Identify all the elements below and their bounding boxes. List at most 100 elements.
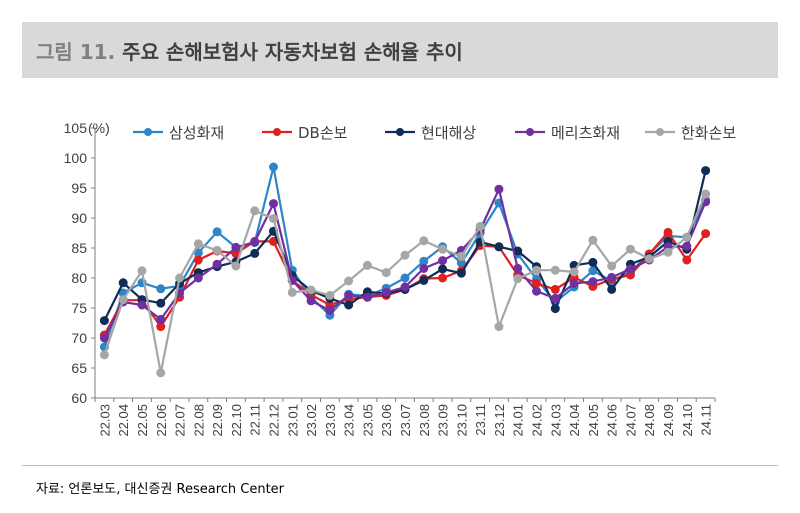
line-chart: 60 65 70 75 80 85 90 95 100 105 (%) 22.03 22.04 22.05… bbox=[64, 120, 737, 437]
data-point bbox=[268, 214, 278, 224]
data-point bbox=[607, 284, 617, 294]
figure-title-bar: 그림 11. 주요 손해보험사 자동차보험 손해율 추이 bbox=[22, 22, 778, 78]
data-point bbox=[419, 275, 429, 285]
y-tick-label: 80 bbox=[71, 270, 87, 286]
data-point bbox=[344, 300, 354, 310]
data-point bbox=[663, 227, 673, 237]
data-point bbox=[663, 247, 673, 257]
x-tick-label: 23.11 bbox=[473, 404, 488, 436]
x-tick-label: 23.06 bbox=[379, 404, 394, 437]
data-point bbox=[494, 184, 504, 194]
y-tick-label: 105 bbox=[64, 120, 88, 136]
x-tick-label: 24.11 bbox=[699, 404, 714, 436]
x-tick-label: 22.12 bbox=[266, 404, 281, 437]
x-tick-label: 23.05 bbox=[360, 404, 375, 437]
data-point bbox=[682, 241, 692, 251]
x-tick-label: 23.04 bbox=[342, 404, 357, 437]
data-point bbox=[475, 221, 485, 231]
x-tick-label: 22.09 bbox=[210, 404, 225, 437]
x-tick-label: 24.07 bbox=[623, 404, 638, 437]
data-point bbox=[588, 277, 598, 287]
figure-title-text: 주요 손해보험사 자동차보험 손해율 추이 bbox=[122, 40, 463, 64]
source-note: 자료: 언론보도, 대신증권 Research Center bbox=[36, 482, 285, 497]
data-point bbox=[682, 255, 692, 265]
data-point bbox=[362, 260, 372, 270]
data-point bbox=[532, 265, 542, 275]
data-point bbox=[212, 227, 222, 237]
data-point bbox=[569, 278, 579, 288]
x-tick-label: 22.07 bbox=[173, 404, 188, 437]
data-point bbox=[193, 273, 203, 283]
data-point bbox=[250, 237, 260, 247]
x-tick-label: 23.07 bbox=[398, 404, 413, 437]
data-point bbox=[644, 254, 654, 264]
figure-title: 그림 11. 주요 손해보험사 자동차보험 손해율 추이 bbox=[36, 36, 463, 65]
data-point bbox=[193, 255, 203, 265]
data-point bbox=[118, 278, 128, 288]
data-point bbox=[588, 235, 598, 245]
data-point bbox=[438, 264, 448, 274]
legend-marker bbox=[396, 128, 404, 136]
data-point bbox=[588, 257, 598, 267]
x-tick-label: 24.03 bbox=[548, 404, 563, 437]
data-point bbox=[325, 305, 335, 315]
figure-number: 그림 11. bbox=[36, 40, 116, 64]
data-point bbox=[400, 273, 410, 283]
data-point bbox=[156, 298, 166, 308]
x-tick-label: 23.08 bbox=[417, 404, 432, 437]
x-tick-label: 23.09 bbox=[436, 404, 451, 437]
data-point bbox=[306, 296, 316, 306]
data-point bbox=[550, 265, 560, 275]
legend-marker bbox=[273, 128, 281, 136]
data-point bbox=[701, 189, 711, 199]
data-point bbox=[118, 295, 128, 305]
legend-label: 삼성화재 bbox=[169, 124, 224, 142]
data-point bbox=[381, 287, 391, 297]
x-tick-label: 24.09 bbox=[661, 404, 676, 437]
data-point bbox=[494, 322, 504, 332]
y-axis-unit: (%) bbox=[88, 120, 110, 136]
data-point bbox=[156, 284, 166, 294]
x-tick-label: 22.05 bbox=[135, 404, 150, 437]
x-tick-label: 22.11 bbox=[248, 404, 263, 436]
data-point bbox=[701, 166, 711, 176]
x-tick-label: 24.02 bbox=[530, 404, 545, 437]
data-point bbox=[456, 251, 466, 261]
y-tick-label: 85 bbox=[71, 240, 87, 256]
data-point bbox=[325, 290, 335, 300]
data-point bbox=[137, 300, 147, 310]
x-tick-label: 24.06 bbox=[605, 404, 620, 437]
legend-marker bbox=[526, 128, 534, 136]
x-tick-label: 24.10 bbox=[680, 404, 695, 437]
data-point bbox=[607, 272, 617, 282]
x-tick-label: 23.03 bbox=[323, 404, 338, 437]
data-point bbox=[268, 162, 278, 172]
data-point bbox=[231, 242, 241, 252]
x-tick-label: 24.08 bbox=[642, 404, 657, 437]
data-point bbox=[400, 250, 410, 260]
data-point bbox=[532, 286, 542, 296]
data-point bbox=[494, 242, 504, 252]
data-point bbox=[701, 229, 711, 239]
x-tick-label: 22.10 bbox=[229, 404, 244, 437]
data-point bbox=[156, 314, 166, 324]
data-point bbox=[381, 268, 391, 278]
data-point bbox=[438, 256, 448, 266]
data-point bbox=[438, 244, 448, 254]
data-point bbox=[99, 333, 109, 343]
data-point bbox=[231, 261, 241, 271]
data-point bbox=[193, 239, 203, 249]
data-point bbox=[99, 350, 109, 360]
legend-label: 현대해상 bbox=[421, 124, 476, 142]
data-point bbox=[513, 274, 523, 284]
data-point bbox=[550, 293, 560, 303]
x-tick-label: 22.03 bbox=[97, 404, 112, 437]
data-point bbox=[287, 287, 297, 297]
data-point bbox=[456, 268, 466, 278]
data-point bbox=[212, 259, 222, 269]
data-point bbox=[550, 304, 560, 314]
y-tick-label: 70 bbox=[71, 330, 87, 346]
data-point bbox=[175, 273, 185, 283]
data-point bbox=[212, 245, 222, 255]
x-tick-label: 23.01 bbox=[285, 404, 300, 437]
